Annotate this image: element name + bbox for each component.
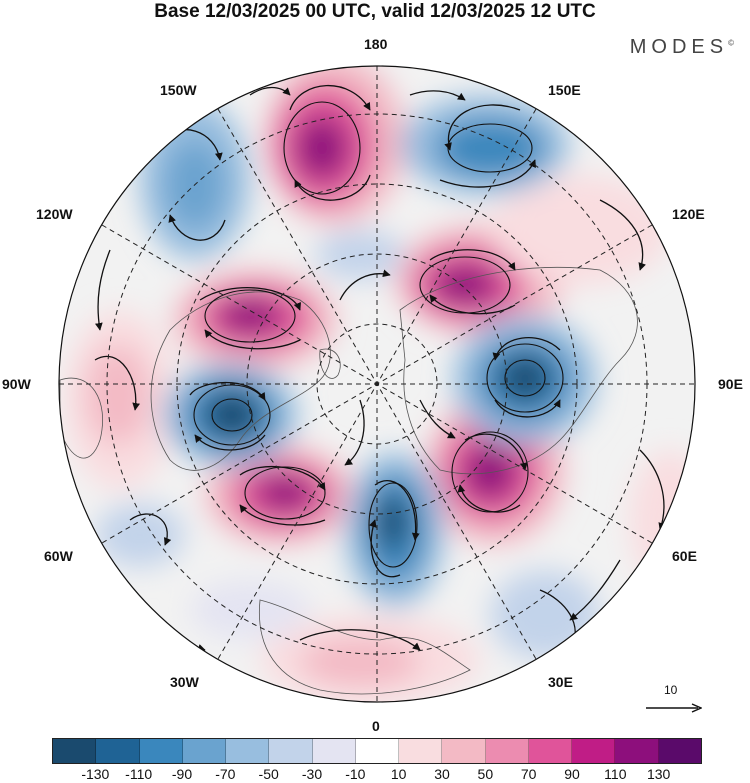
contour-lines xyxy=(193,101,564,568)
colorbar-swatch xyxy=(485,739,529,763)
graticule xyxy=(59,66,695,702)
brand-mark: © xyxy=(728,38,734,48)
colorbar-swatch xyxy=(528,739,573,763)
lon-label-180: 180 xyxy=(364,36,388,52)
colorbar-swatch xyxy=(269,739,313,763)
colorbar-swatch xyxy=(139,739,183,763)
brand-logo: MODES© xyxy=(630,36,734,59)
colorbar-tick-label: -70 xyxy=(215,766,236,782)
colorbar-tick-label: -50 xyxy=(258,766,279,782)
colorbar-swatch xyxy=(96,739,140,763)
lon-label-90e: 90E xyxy=(718,376,743,392)
lon-label-120e: 120E xyxy=(672,206,705,222)
colorbar-swatch xyxy=(53,739,97,763)
map-border xyxy=(58,65,696,703)
colorbar-swatch xyxy=(572,739,616,763)
colorbar-tick-label: -110 xyxy=(125,766,153,782)
colorbar-tick-label: 90 xyxy=(564,766,580,782)
reference-vector-arrow xyxy=(646,703,702,713)
colorbar-tick-label: 110 xyxy=(604,766,627,782)
colorbar-swatch xyxy=(442,739,486,763)
lon-label-90w: 90W xyxy=(2,376,31,392)
polar-stereographic-map xyxy=(58,65,696,703)
colorbar-swatch xyxy=(226,739,270,763)
lon-label-30e: 30E xyxy=(548,674,573,690)
colorbar-tick-label: 70 xyxy=(520,766,537,782)
colorbar-tick-label: -90 xyxy=(171,766,193,782)
reference-vector-label: 10 xyxy=(664,683,678,697)
map-title: Base 12/03/2025 00 UTC, valid 12/03/2025… xyxy=(154,1,596,22)
colorbar-swatch xyxy=(399,739,443,763)
colorbar-tick-label: -30 xyxy=(301,766,323,782)
colorbar-tick-label: 30 xyxy=(434,766,450,782)
lon-label-60e: 60E xyxy=(672,548,697,564)
brand-name: MODES xyxy=(629,36,729,58)
lon-label-150e: 150E xyxy=(548,82,581,98)
colorbar-swatch xyxy=(658,739,701,763)
colorbar-swatch xyxy=(355,739,400,763)
lon-label-60w: 60W xyxy=(44,548,73,564)
colorbar-ticks: -130 -110 -90 -70 -50 -30 -10 10 30 50 70 90 110 130 xyxy=(52,766,702,783)
lon-label-0: 0 xyxy=(372,718,380,734)
colorbar-swatch xyxy=(312,739,356,763)
colorbar-swatch xyxy=(615,739,659,763)
colorbar-tick-label: 130 xyxy=(646,766,671,782)
lon-label-150w: 150W xyxy=(160,82,197,98)
colorbar-tick-label: 10 xyxy=(390,766,407,782)
lon-label-120w: 120W xyxy=(36,206,73,222)
colorbar xyxy=(52,738,702,764)
colorbar-tick-label: -10 xyxy=(345,766,366,782)
lon-label-30w: 30W xyxy=(170,674,199,690)
colorbar-tick-label: 50 xyxy=(477,766,494,782)
colorbar-tick-label: -130 xyxy=(81,766,110,782)
anomaly-field xyxy=(65,66,695,702)
colorbar-swatch xyxy=(182,739,227,763)
